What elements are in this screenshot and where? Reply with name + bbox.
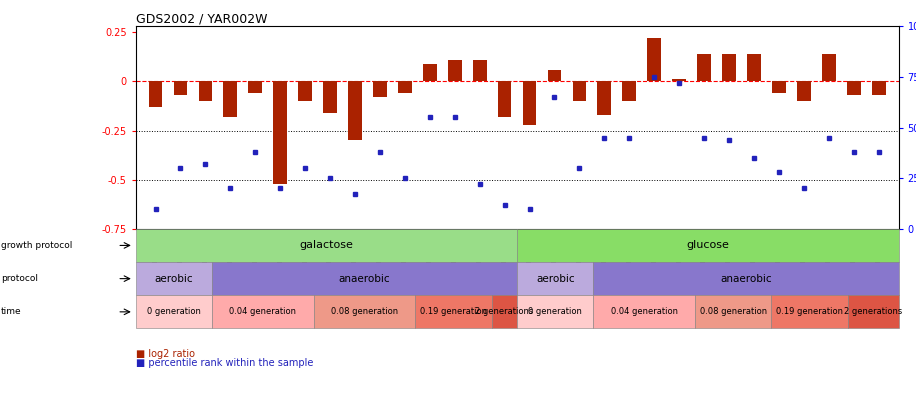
Bar: [497, 81, 511, 117]
Text: time: time: [1, 307, 22, 316]
Text: ■ percentile rank within the sample: ■ percentile rank within the sample: [136, 358, 313, 368]
Bar: [273, 81, 287, 183]
Bar: [174, 81, 187, 95]
Text: 0.19 generation: 0.19 generation: [776, 307, 843, 316]
Bar: [473, 60, 486, 81]
Bar: [299, 81, 312, 101]
Bar: [323, 81, 337, 113]
Bar: [572, 81, 586, 101]
Bar: [248, 81, 262, 93]
Text: 0 generation: 0 generation: [147, 307, 201, 316]
Text: aerobic: aerobic: [536, 274, 574, 284]
Text: 0.04 generation: 0.04 generation: [611, 307, 678, 316]
Bar: [373, 81, 387, 97]
Text: 0.04 generation: 0.04 generation: [229, 307, 296, 316]
Text: 2 generations: 2 generations: [844, 307, 902, 316]
Text: growth protocol: growth protocol: [1, 241, 72, 250]
Bar: [398, 81, 411, 93]
Bar: [822, 54, 835, 81]
Text: anaerobic: anaerobic: [720, 274, 772, 284]
Bar: [523, 81, 537, 125]
Text: galactose: galactose: [300, 241, 354, 250]
Text: ■ log2 ratio: ■ log2 ratio: [136, 349, 194, 359]
Text: 0 generation: 0 generation: [529, 307, 583, 316]
Bar: [797, 81, 811, 101]
Bar: [423, 64, 437, 81]
Text: aerobic: aerobic: [155, 274, 193, 284]
Bar: [448, 60, 462, 81]
Text: GDS2002 / YAR002W: GDS2002 / YAR002W: [136, 12, 267, 25]
Text: 0.08 generation: 0.08 generation: [700, 307, 767, 316]
Bar: [722, 54, 736, 81]
Text: protocol: protocol: [1, 274, 38, 283]
Bar: [847, 81, 860, 95]
Text: glucose: glucose: [686, 241, 729, 250]
Bar: [747, 54, 761, 81]
Bar: [597, 81, 611, 115]
Bar: [348, 81, 362, 141]
Bar: [648, 38, 661, 81]
Bar: [623, 81, 636, 101]
Bar: [199, 81, 213, 101]
Text: 0.19 generation: 0.19 generation: [420, 307, 487, 316]
Text: 2 generations: 2 generations: [475, 307, 533, 316]
Bar: [872, 81, 886, 95]
Bar: [148, 81, 162, 107]
Bar: [224, 81, 237, 117]
Bar: [697, 54, 711, 81]
Text: 0.08 generation: 0.08 generation: [331, 307, 398, 316]
Bar: [772, 81, 786, 93]
Bar: [672, 79, 686, 81]
Bar: [548, 70, 562, 81]
Text: anaerobic: anaerobic: [339, 274, 390, 284]
